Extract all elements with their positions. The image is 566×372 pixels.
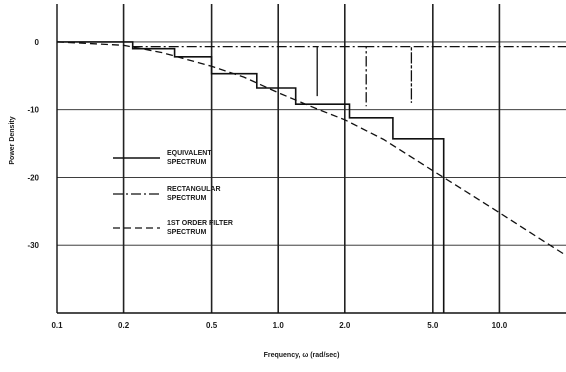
legend-label-2: RECTANGULAR	[167, 186, 221, 193]
legend-label-1: EQUIVALENT	[167, 150, 212, 157]
x-tick-label: 5.0	[427, 321, 439, 330]
series-line-2	[132, 45, 566, 107]
y-tick-label: -30	[27, 241, 39, 250]
y-tick-label: -20	[27, 173, 39, 182]
series-line-3	[56, 41, 566, 256]
x-tick-label: 0.1	[51, 321, 63, 330]
x-tick-label: 0.2	[118, 321, 130, 330]
x-tick-label: 2.0	[339, 321, 351, 330]
y-tick-label: -10	[27, 106, 39, 115]
legend-label-3: SPECTRUM	[167, 229, 206, 236]
y-tick-label: 0	[35, 38, 40, 47]
legend-label-3: 1ST ORDER FILTER	[167, 220, 233, 227]
x-axis-title: Frequency, ω (rad/sec)	[264, 352, 340, 359]
x-tick-label: 10.0	[492, 321, 508, 330]
legend-label-2: SPECTRUM	[167, 195, 206, 202]
y-axis-title: Power Density	[9, 116, 16, 164]
x-tick-label: 1.0	[273, 321, 285, 330]
legend-label-1: SPECTRUM	[167, 159, 206, 166]
series-line-1	[57, 41, 445, 313]
x-tick-label: 0.5	[206, 321, 218, 330]
